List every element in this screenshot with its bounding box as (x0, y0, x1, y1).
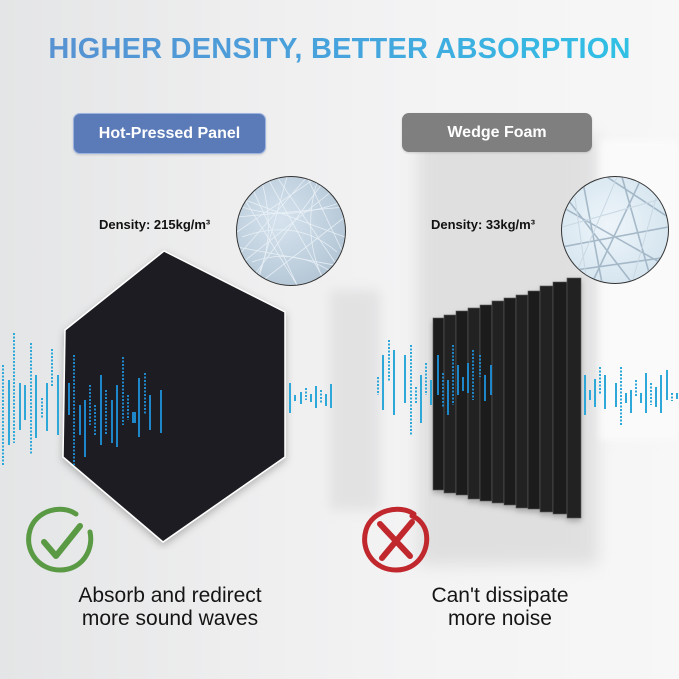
page-headline: HIGHER DENSITY, BETTER ABSORPTION (0, 33, 679, 66)
hot-pressed-panel-label: Hot-Pressed Panel (73, 113, 266, 154)
sound-wave-right-outgoing (584, 367, 678, 425)
wedge-foam-label: Wedge Foam (402, 113, 592, 152)
wedge-foam-fiber-magnifier (561, 176, 669, 284)
wedge-foam-panel (432, 277, 582, 519)
sound-wave-left-incoming (2, 333, 162, 465)
cross-circle-icon (362, 506, 430, 573)
check-circle-icon (26, 506, 94, 573)
wedge-foam-caption-line1: Can't dissipate (431, 584, 569, 607)
dense-fiber-texture (237, 177, 345, 285)
hot-pressed-fiber-magnifier (236, 176, 346, 286)
hot-pressed-density: Density: 215kg/m³ (99, 217, 211, 232)
sound-wave-right-incoming (377, 340, 492, 435)
wedge-foam-caption: Can't dissipate more noise (390, 584, 610, 630)
wedge-foam-density: Density: 33kg/m³ (431, 217, 536, 232)
sound-wave-left-outgoing (289, 383, 332, 413)
background-wall-panel-left (330, 290, 380, 510)
hexagon-panel (62, 250, 286, 543)
wedge-foam-caption-line2: more noise (448, 607, 552, 630)
hot-pressed-caption-line2: more sound waves (81, 607, 259, 630)
hot-pressed-caption-line1: Absorb and redirect (78, 584, 262, 607)
sparse-fiber-texture (562, 177, 668, 283)
hot-pressed-caption: Absorb and redirect more sound waves (40, 584, 300, 630)
